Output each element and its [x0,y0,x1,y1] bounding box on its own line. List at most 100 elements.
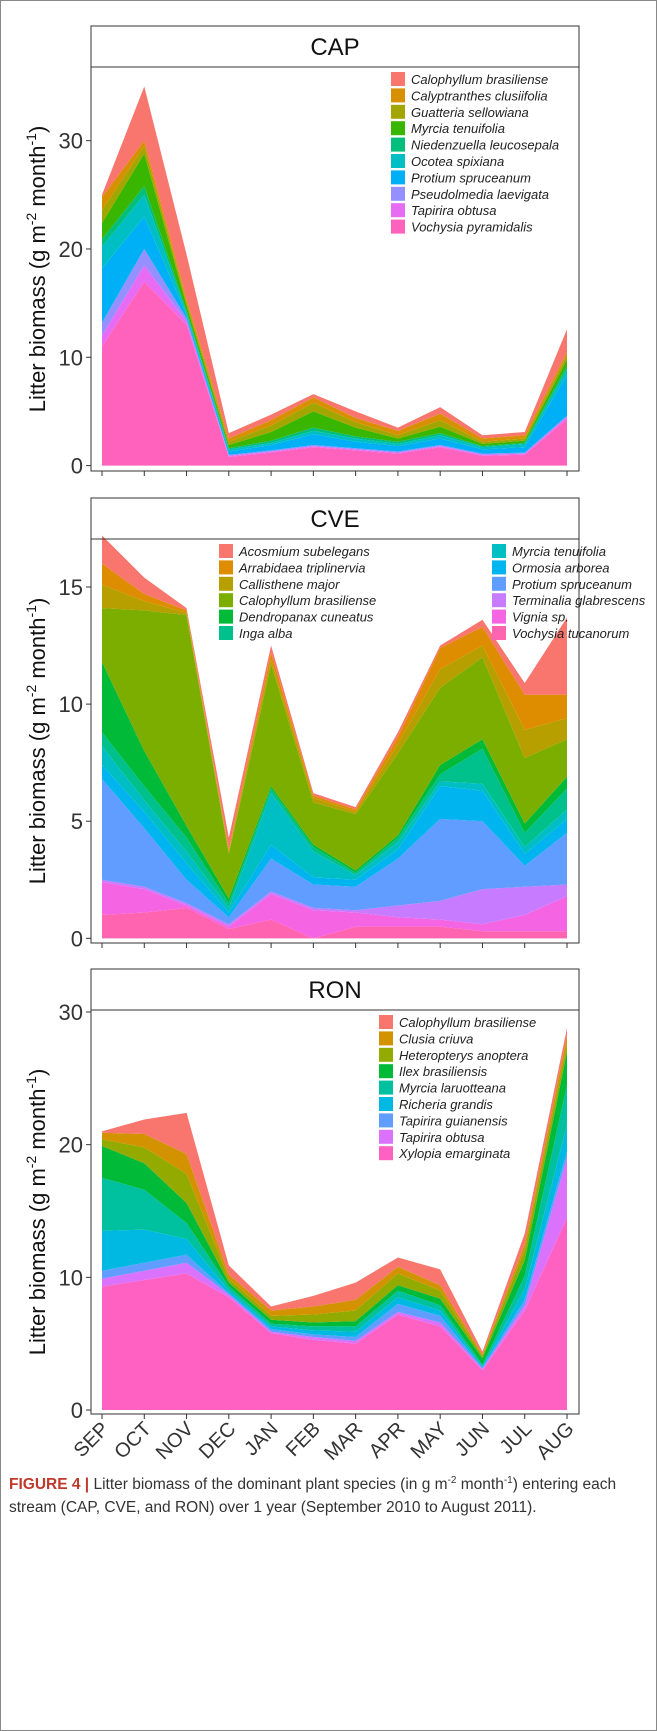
legend-label: Vochysia pyramidalis [411,220,533,235]
y-axis-label-part: -1 [23,1076,39,1089]
x-tick-label: SEP [70,1418,114,1462]
x-tick-label: APR [365,1418,410,1463]
area [102,1217,567,1411]
y-tick-label: 5 [71,809,83,834]
area [102,281,567,466]
legend-swatch [391,121,405,136]
legend-swatch [219,593,233,608]
panel-title: RON [308,977,361,1004]
legend-swatch [391,104,405,119]
x-tick-label: OCT [110,1418,155,1463]
legend-swatch [391,219,405,234]
x-tick-label: JAN [240,1418,282,1460]
legend-swatch [379,1129,393,1144]
plot-frame [90,1009,580,1415]
x-tick-label: MAR [320,1418,367,1465]
y-axis-label-part: -2 [23,213,39,226]
area [102,194,567,452]
legend-swatch [379,1080,393,1095]
area [102,216,567,455]
caption-text: Litter biomass of the dominant plant spe… [89,1476,448,1494]
area [102,779,567,925]
y-axis-label: Litter biomass (g m-2 month-1) [23,126,50,413]
y-axis-label-part: Litter biomass (g m [25,697,50,884]
legend-label: Myrcia tenuifolia [411,121,505,136]
area [102,732,567,908]
area [102,86,567,439]
legend-label: Myrcia laruotteana [399,1081,506,1096]
legend-swatch [492,576,506,591]
y-tick-label: 10 [59,1265,83,1290]
plot-frame [90,66,580,472]
legend-label: Myrcia tenuifolia [512,544,606,559]
legend-label: Calophyllum brasiliense [411,72,548,87]
area [102,153,567,449]
plot-frame [90,538,580,944]
area [102,879,567,927]
legend-label: Ocotea spixiana [411,154,504,169]
x-tick-label: MAY [407,1418,452,1463]
caption-text: month [456,1476,504,1494]
caption-text: -2 [447,1475,457,1486]
panel-header [90,25,580,68]
x-tick-label: JUL [496,1418,537,1459]
area [102,608,567,899]
legend-label: Vignia sp. [512,610,569,625]
caption: FIGURE 4 | Litter biomass of the dominan… [9,1473,639,1520]
x-tick-label: JUN [451,1418,494,1461]
y-tick-label: 10 [59,345,83,370]
legend-swatch [391,186,405,201]
legend-label: Arrabidaea triplinervia [238,560,365,575]
y-tick-label: 20 [59,1133,83,1158]
area [102,1043,567,1359]
legend-swatch [379,1097,393,1111]
panel-title: CVE [310,506,359,533]
area [102,882,567,939]
y-axis-label-part: -2 [23,1156,39,1169]
legend-label: Vochysia tucanorum [512,626,629,641]
area [102,248,567,456]
legend-swatch [219,544,233,558]
panel-header [90,968,580,1011]
legend-swatch [391,88,405,103]
legend-label: Richeria grandis [399,1097,493,1112]
legend-label: Callisthene major [239,577,340,592]
legend-label: Protium spruceanum [411,170,531,185]
legend-label: Acosmium subelegans [238,544,370,559]
y-axis-label-part: Litter biomass (g m [25,225,50,412]
legend-swatch [391,72,405,86]
legend-label: Calophyllum brasiliense [239,593,376,608]
legend-label: Tapirira obtusa [411,203,497,218]
panel-title: CAP [310,34,359,61]
caption-text: ) entering each stream (CAP, CVE, and RO… [9,1476,617,1517]
legend-label: Terminalia glabrescens [512,593,646,608]
legend-swatch [219,576,233,591]
legend-label: Clusia criuva [399,1031,473,1046]
legend-swatch [391,154,405,168]
x-tick-label: NOV [152,1418,199,1465]
y-axis-label-part: -1 [23,605,39,618]
area [102,265,567,457]
legend-swatch [379,1146,393,1161]
legend-label: Guatteria sellowiana [411,105,529,120]
x-tick-label: AUG [532,1418,578,1464]
y-axis-label-part: ) [25,598,50,605]
legend-label: Heteropterys anoptera [399,1048,528,1063]
y-tick-label: 30 [59,129,83,154]
y-tick-label: 30 [59,1000,83,1025]
legend-swatch [379,1064,393,1079]
y-axis-label-part: month [25,1089,50,1156]
y-tick-label: 15 [59,575,83,600]
y-axis-label-part: month [25,618,50,685]
y-tick-label: 0 [71,454,83,479]
legend-swatch [391,137,405,152]
legend-label: Calyptranthes clusiifolia [411,88,548,103]
legend-swatch [492,544,506,558]
y-axis-label-part: Litter biomass (g m [25,1168,50,1355]
legend-swatch [219,560,233,575]
y-axis-label: Litter biomass (g m-2 month-1) [23,1069,50,1356]
y-tick-label: 0 [71,926,83,951]
area [102,765,567,918]
legend-label: Pseudolmedia laevigata [411,187,549,202]
legend-label: Tapirira guianensis [399,1113,508,1128]
